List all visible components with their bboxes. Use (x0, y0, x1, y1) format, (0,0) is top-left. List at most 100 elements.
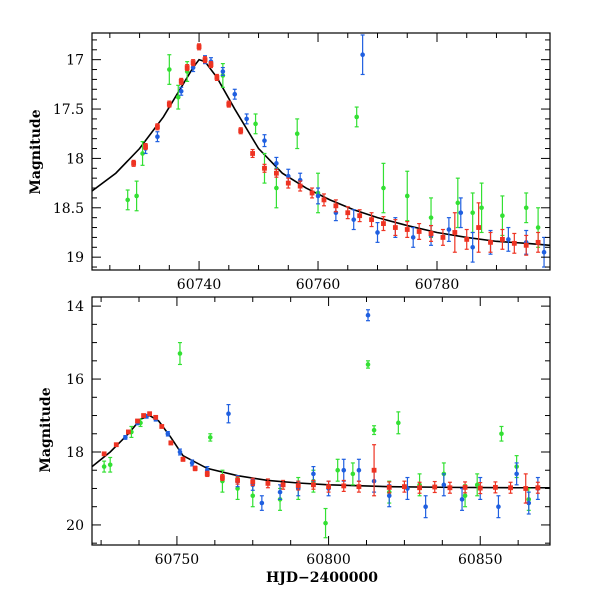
top-blue-marker (244, 116, 249, 122)
top-red-point (464, 228, 470, 250)
bottom-green-marker (177, 351, 183, 356)
top-green-marker (381, 185, 386, 191)
bottom-green-point (365, 360, 371, 369)
bottom-red-marker (250, 479, 256, 485)
bottom-red-marker (508, 485, 513, 491)
bottom-red-marker (192, 466, 198, 471)
bottom-series-green (101, 341, 532, 539)
top-green-marker (294, 131, 300, 137)
top-blue-marker (375, 230, 380, 235)
top-red-point (321, 193, 327, 207)
bottom-panel: Magnitude HJD−2400000 60750 60800 60850 14 1… (38, 296, 551, 586)
bottom-blue-marker (165, 431, 171, 437)
top-y-tick-label: 18 (66, 151, 84, 167)
top-red-point (273, 168, 279, 178)
top-blue-marker (232, 91, 238, 97)
bottom-red-point (402, 480, 407, 493)
top-blue-point (262, 134, 267, 148)
bottom-red-point (204, 470, 210, 478)
bottom-red-point (135, 418, 140, 424)
bottom-green-marker (235, 486, 240, 491)
top-green-point (479, 182, 484, 234)
bottom-red-point (432, 480, 438, 494)
top-green-point (140, 141, 145, 166)
bottom-red-point (356, 480, 362, 493)
top-red-point (196, 43, 202, 51)
bottom-red-point (462, 481, 468, 494)
top-red-marker (511, 240, 517, 246)
bottom-red-marker (135, 418, 140, 424)
top-green-point (381, 162, 386, 214)
top-series-blue (143, 34, 547, 268)
bottom-red-point (147, 411, 153, 417)
bottom-red-marker (341, 483, 347, 489)
top-red-point (452, 212, 458, 253)
bottom-red-marker (280, 482, 286, 488)
bottom-green-point (335, 458, 340, 482)
top-red-point (262, 163, 267, 173)
top-red-marker (238, 128, 244, 134)
top-blue-point (506, 226, 511, 252)
top-red-marker (464, 236, 470, 242)
bottom-red-marker (220, 475, 225, 480)
bottom-x-tick-label: 60750 (155, 552, 200, 568)
bottom-red-point (113, 442, 119, 448)
top-blue-marker (458, 210, 464, 216)
bottom-red-marker (204, 471, 210, 477)
top-red-marker (262, 165, 267, 171)
bottom-green-marker (462, 493, 468, 499)
top-red-point (238, 127, 244, 135)
top-red-point (250, 148, 255, 159)
bottom-green-point (177, 341, 183, 366)
top-green-marker (134, 193, 139, 199)
top-red-marker (440, 235, 446, 240)
top-blue-point (351, 209, 357, 231)
top-x-tick-label: 60760 (296, 277, 341, 293)
top-red-point (345, 206, 351, 220)
top-red-point (143, 143, 148, 151)
top-green-point (253, 113, 258, 135)
bottom-blue-point (365, 309, 371, 322)
top-green-point (175, 84, 181, 110)
bottom-red-marker (535, 485, 541, 491)
top-red-marker (416, 229, 422, 234)
top-red-marker (166, 101, 172, 107)
top-y-tick-label: 17.5 (53, 102, 84, 118)
top-red-point (333, 199, 339, 213)
bottom-blue-marker (514, 471, 519, 477)
bottom-red-point (192, 465, 198, 472)
bottom-red-marker (523, 486, 529, 491)
top-red-marker (523, 242, 529, 248)
bottom-green-marker (396, 420, 401, 426)
top-red-point (369, 212, 374, 228)
top-red-point (178, 77, 184, 85)
bottom-blue-point (441, 473, 447, 497)
bottom-red-marker (417, 485, 422, 491)
top-y-axis-label: Magnitude (28, 109, 44, 194)
top-series-red (131, 43, 541, 256)
bottom-red-point (477, 482, 483, 495)
top-plot-frame (91, 32, 551, 271)
top-red-point (511, 232, 517, 254)
bottom-red-point (508, 481, 513, 494)
top-red-point (476, 202, 482, 253)
top-red-marker (184, 65, 190, 70)
top-blue-marker (262, 138, 267, 143)
top-red-point (208, 61, 214, 69)
bottom-red-marker (356, 484, 362, 490)
top-blue-marker (274, 161, 279, 166)
top-blue-point (410, 226, 416, 248)
top-green-marker (428, 215, 434, 220)
bottom-green-marker (107, 462, 113, 468)
bottom-red-marker (432, 484, 438, 490)
top-red-point (381, 216, 386, 232)
top-red-marker (535, 239, 541, 245)
bottom-green-point (499, 425, 504, 442)
top-blue-point (274, 156, 279, 170)
top-green-marker (354, 114, 359, 120)
top-blue-marker (360, 52, 365, 58)
bottom-red-marker (153, 414, 159, 420)
bottom-blue-point (514, 462, 519, 486)
bottom-blue-point (277, 484, 283, 501)
